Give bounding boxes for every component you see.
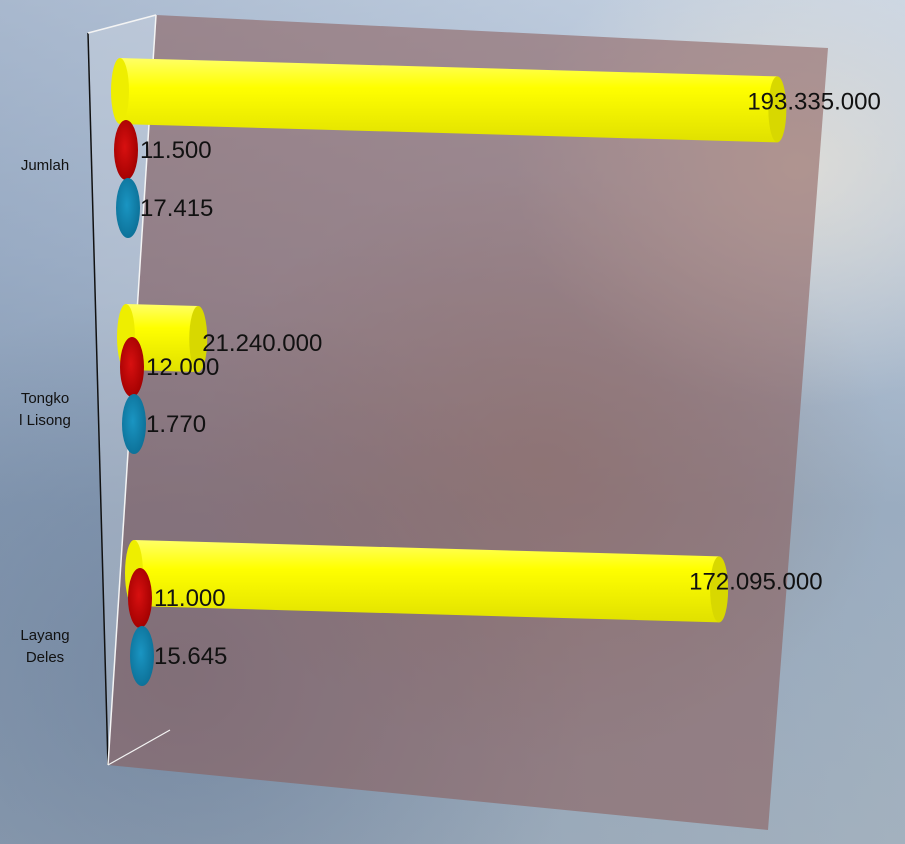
back-wall — [108, 15, 828, 830]
data-label-series-3-1: 1.770 — [146, 411, 206, 438]
category-label-tongkol-lisong: Tongko l Lisong — [19, 390, 71, 429]
bar-series-2-0 — [114, 120, 138, 180]
bar-series-3-0 — [116, 178, 140, 238]
bar-series-1-end-cap-1 — [189, 306, 208, 373]
data-label-series-3-2: 15.645 — [154, 643, 227, 670]
data-label-series-1-0: 193.335.000 — [747, 88, 880, 115]
bar-series-1-2 — [134, 540, 720, 623]
bar-series-1-end-cap-2 — [710, 556, 729, 623]
wall-edge-bottom — [107, 729, 171, 766]
bar-series-1-end-cap-0 — [768, 76, 787, 143]
bar-series-1-0 — [120, 58, 778, 143]
category-label-jumlah: Jumlah — [20, 157, 70, 174]
bar-series-1-start-cap-0 — [111, 58, 129, 124]
data-label-series-3-0: 17.415 — [140, 195, 213, 222]
axis-line — [87, 32, 109, 766]
bar-series-3-2 — [130, 626, 154, 686]
data-label-series-1-1: 21.240.000 — [202, 330, 322, 357]
bar-series-2-2 — [128, 568, 152, 628]
bar-series-3-1 — [122, 394, 146, 454]
wall-edge-top — [87, 14, 157, 34]
category-label-layang-deles: Layang Deles — [20, 627, 70, 666]
bar-series-1-1 — [126, 304, 199, 373]
bar-series-2-1 — [120, 337, 144, 397]
data-label-series-1-2: 172.095.000 — [689, 568, 822, 595]
data-label-series-2-1: 12.000 — [146, 354, 219, 381]
data-label-series-2-0: 11.500 — [140, 137, 212, 164]
data-label-series-2-2: 11.000 — [154, 585, 226, 612]
